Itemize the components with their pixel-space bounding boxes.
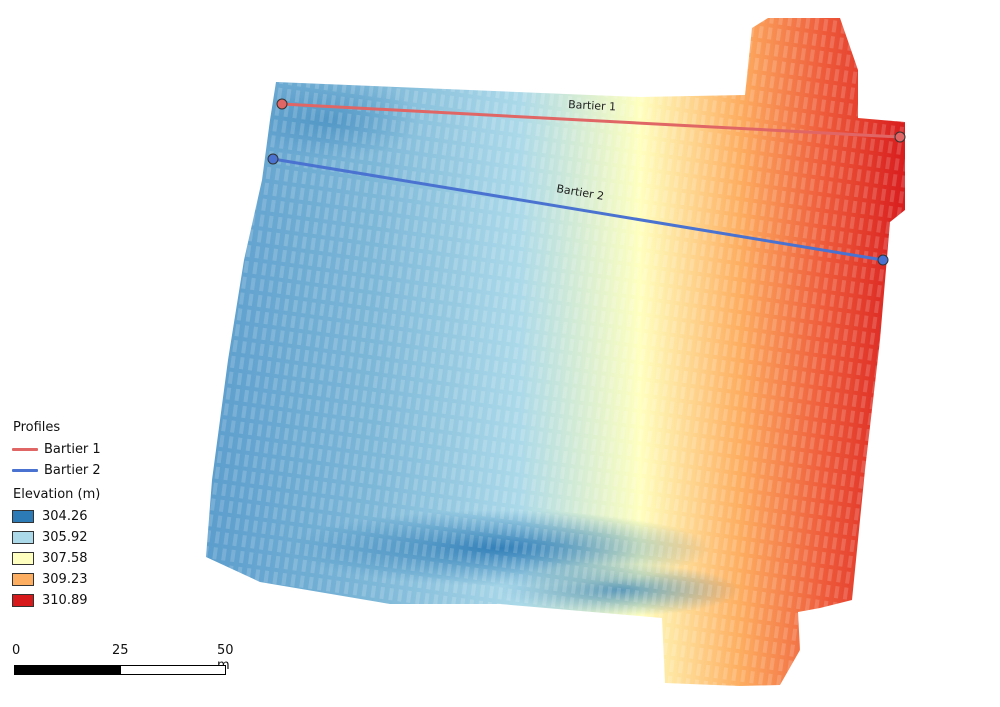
legend-elevation-class: 305.92: [12, 527, 101, 548]
legend-elevation-value: 307.58: [42, 551, 88, 566]
legend-color-swatch: [12, 510, 34, 523]
legend-elevation-class: 304.26: [12, 506, 101, 527]
legend-elevation-class: 309.23: [12, 569, 101, 590]
scale-label-mid: 25: [112, 643, 129, 658]
legend-elevation-title: Elevation (m): [13, 487, 101, 502]
legend-label: Bartier 2: [44, 463, 101, 478]
elevation-raster: [206, 18, 905, 686]
legend-elevation-class: 310.89: [12, 590, 101, 611]
profile-line-bartier-1[interactable]: Bartier 1: [276, 98, 906, 143]
legend-color-swatch: [12, 531, 34, 544]
scale-bar: 0 25 50 m: [12, 643, 234, 679]
profile-start-point[interactable]: [267, 153, 279, 165]
scale-segment-empty: [120, 665, 226, 675]
legend-item-bartier-1: Bartier 1: [12, 439, 101, 460]
profile-start-point[interactable]: [276, 98, 288, 110]
profile-label-bartier-1: Bartier 1: [568, 98, 617, 113]
legend-item-bartier-2: Bartier 2: [12, 460, 101, 481]
legend-line-swatch: [12, 448, 38, 451]
legend-elevation-class: 307.58: [12, 548, 101, 569]
legend-color-swatch: [12, 552, 34, 565]
legend-elevation-value: 305.92: [42, 530, 88, 545]
scale-label-start: 0: [12, 643, 21, 658]
profile-end-point[interactable]: [894, 131, 906, 143]
legend-elevation-value: 304.26: [42, 509, 88, 524]
legend-line-swatch: [12, 469, 38, 472]
legend-profiles-title: Profiles: [13, 420, 61, 435]
legend-elevation-value: 310.89: [42, 593, 88, 608]
legend-label: Bartier 1: [44, 442, 101, 457]
legend-elevation-value: 309.23: [42, 572, 88, 587]
profile-end-point[interactable]: [877, 254, 889, 266]
legend-color-swatch: [12, 573, 34, 586]
scale-segment-filled: [14, 665, 121, 675]
legend-color-swatch: [12, 594, 34, 607]
map-legend: Profiles Bartier 1 Bartier 2 Elevation (…: [12, 420, 101, 611]
